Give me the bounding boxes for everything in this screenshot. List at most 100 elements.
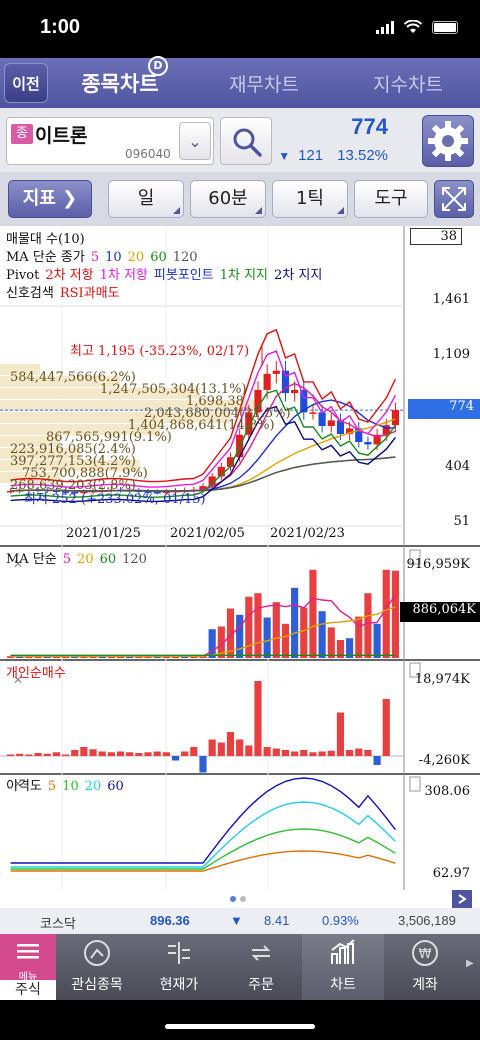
- volume-ma-60: 60: [99, 552, 117, 567]
- tab-index-chart[interactable]: 지수차트: [373, 73, 443, 96]
- resize-panel-icon: [409, 776, 421, 792]
- tab-financial-chart[interactable]: 재무차트: [229, 73, 299, 96]
- menu-button[interactable]: 메뉴 주식: [0, 934, 56, 1000]
- nav-watchlist[interactable]: 관심종목: [56, 934, 138, 1000]
- nav-order[interactable]: 주문: [220, 934, 302, 1000]
- change-percent: 13.52%: [337, 147, 388, 164]
- settings-button[interactable]: [422, 115, 474, 167]
- volume-ma-20: 20: [77, 552, 94, 567]
- volume-current-marker: 886,064K: [400, 602, 480, 622]
- volume-legend: MA 단순 5 20 60 120: [6, 548, 153, 567]
- volume-bar: [71, 656, 79, 658]
- volume-bar: [16, 656, 24, 658]
- gear-icon: [428, 121, 468, 161]
- candle: [364, 442, 372, 445]
- candle: [254, 389, 262, 413]
- legend-ma-60: 60: [150, 250, 167, 265]
- chart-area[interactable]: ✕ ✕ ✕ 매물대 수(10) 38 MA 단순 종가 5 10 20 60 120 Pivo…: [0, 226, 480, 908]
- legend-signal-prefix: 신호검색: [6, 286, 54, 301]
- tab-stock-chart[interactable]: 종목차트 D: [48, 56, 192, 98]
- legend-pivot-r1: 1차 저항: [99, 268, 148, 283]
- legend-ma-prefix: MA 단순 종가: [6, 250, 85, 265]
- index-bar[interactable]: 코스닥 896.36 ▼ 8.41 0.93% 3,506,189: [0, 908, 480, 934]
- market-tag: 종: [11, 124, 33, 144]
- legend-ma-10: 10: [105, 250, 122, 265]
- nav-more-icon[interactable]: ▶: [466, 958, 474, 969]
- minute-select[interactable]: 60분: [190, 180, 266, 218]
- expand-icon: [442, 187, 466, 211]
- nav-chart[interactable]: 차트: [302, 934, 384, 1000]
- vp-label-7: 223,916,085(2.4%): [10, 442, 136, 457]
- page-indicator[interactable]: [0, 890, 480, 908]
- high-annotation: 최고 1,195 (-35.23%, 02/17): [70, 344, 250, 359]
- individual-bar: [327, 750, 335, 756]
- account-icon: ₩: [384, 934, 466, 972]
- volume-bar: [226, 608, 235, 658]
- vp-label-6: 867,565,991(9.1%): [46, 430, 172, 445]
- disparity-y-bottom: 62.97: [432, 866, 470, 881]
- stock-name: 이트론: [35, 125, 88, 147]
- individual-bar: [336, 712, 345, 756]
- volume-profile-band: [0, 436, 60, 447]
- individual-bar: [382, 699, 390, 756]
- signal-icon: [376, 20, 394, 34]
- x-tick-3: 2021/02/23: [270, 526, 345, 541]
- search-icon: [233, 128, 262, 157]
- index-value: 896.36: [150, 913, 190, 928]
- volume-ma20-line: [10, 606, 396, 657]
- candle: [162, 491, 170, 494]
- indicator-button[interactable]: 지표 ❯: [8, 180, 92, 218]
- individual-bar: [25, 754, 33, 756]
- back-button[interactable]: 이전: [4, 63, 48, 103]
- individual-bar: [52, 752, 60, 756]
- nav-watchlist-label: 관심종목: [71, 977, 123, 993]
- candle: [318, 412, 326, 426]
- vp-label-3: 1,698,38: [186, 394, 244, 409]
- candle: [291, 389, 299, 394]
- home-indicator[interactable]: [165, 1024, 315, 1029]
- price-change: ▼ 121 13.52%: [278, 147, 388, 164]
- nav-quote[interactable]: 현재가: [138, 934, 220, 1000]
- volume-bar: [43, 656, 51, 658]
- close-panel-icon: ✕: [13, 777, 23, 791]
- individual-bar: [162, 752, 170, 756]
- status-icons: [376, 20, 458, 34]
- stock-selector[interactable]: 종 이트론 096040 ⌄: [6, 117, 214, 165]
- volume-profile-band: [0, 400, 260, 411]
- volume-bar: [382, 569, 390, 658]
- legend-pivot-prefix: Pivot: [6, 268, 40, 283]
- individual-bar: [318, 751, 326, 756]
- individual-bar: [263, 747, 271, 756]
- candle: [355, 428, 363, 443]
- search-button[interactable]: [220, 117, 272, 165]
- legend-signal: 신호검색 RSI과매도: [6, 282, 126, 301]
- period-select[interactable]: 일: [108, 180, 184, 218]
- individual-bar: [373, 756, 381, 765]
- volume-ma-5: 5: [62, 552, 72, 567]
- volume-ma-120: 120: [122, 552, 147, 567]
- volume-profile-band: [0, 364, 40, 375]
- individual-bar: [80, 747, 88, 756]
- expand-button[interactable]: [434, 180, 474, 218]
- tick-select[interactable]: 1틱: [272, 180, 348, 218]
- individual-y-top: 18,974K: [414, 672, 470, 687]
- nav-account[interactable]: ₩ 계좌: [384, 934, 466, 1000]
- down-arrow-icon: ▼: [278, 149, 291, 163]
- bar-count-box[interactable]: 38: [410, 228, 462, 245]
- watchlist-icon: [56, 934, 138, 972]
- low-annotation: 최저 252 (+233.02%, 01/15): [24, 492, 206, 507]
- tools-button[interactable]: 도구: [354, 180, 428, 218]
- individual-bar: [126, 752, 134, 756]
- volume-bar: [281, 623, 290, 658]
- volume-bar: [327, 627, 335, 658]
- volume-bar: [190, 656, 198, 658]
- individual-bar: [116, 751, 125, 756]
- legend-ma: MA 단순 종가 5 10 20 60 120: [6, 246, 204, 265]
- volume-bar: [181, 656, 189, 658]
- stock-info-row: 종 이트론 096040 ⌄ 774 ▼ 121 13.52%: [0, 108, 480, 172]
- svg-text:₩: ₩: [419, 947, 432, 962]
- individual-bar: [153, 751, 161, 756]
- volume-bar: [135, 656, 143, 658]
- chart-icon: [302, 934, 384, 972]
- chevron-down-icon[interactable]: ⌄: [179, 122, 211, 160]
